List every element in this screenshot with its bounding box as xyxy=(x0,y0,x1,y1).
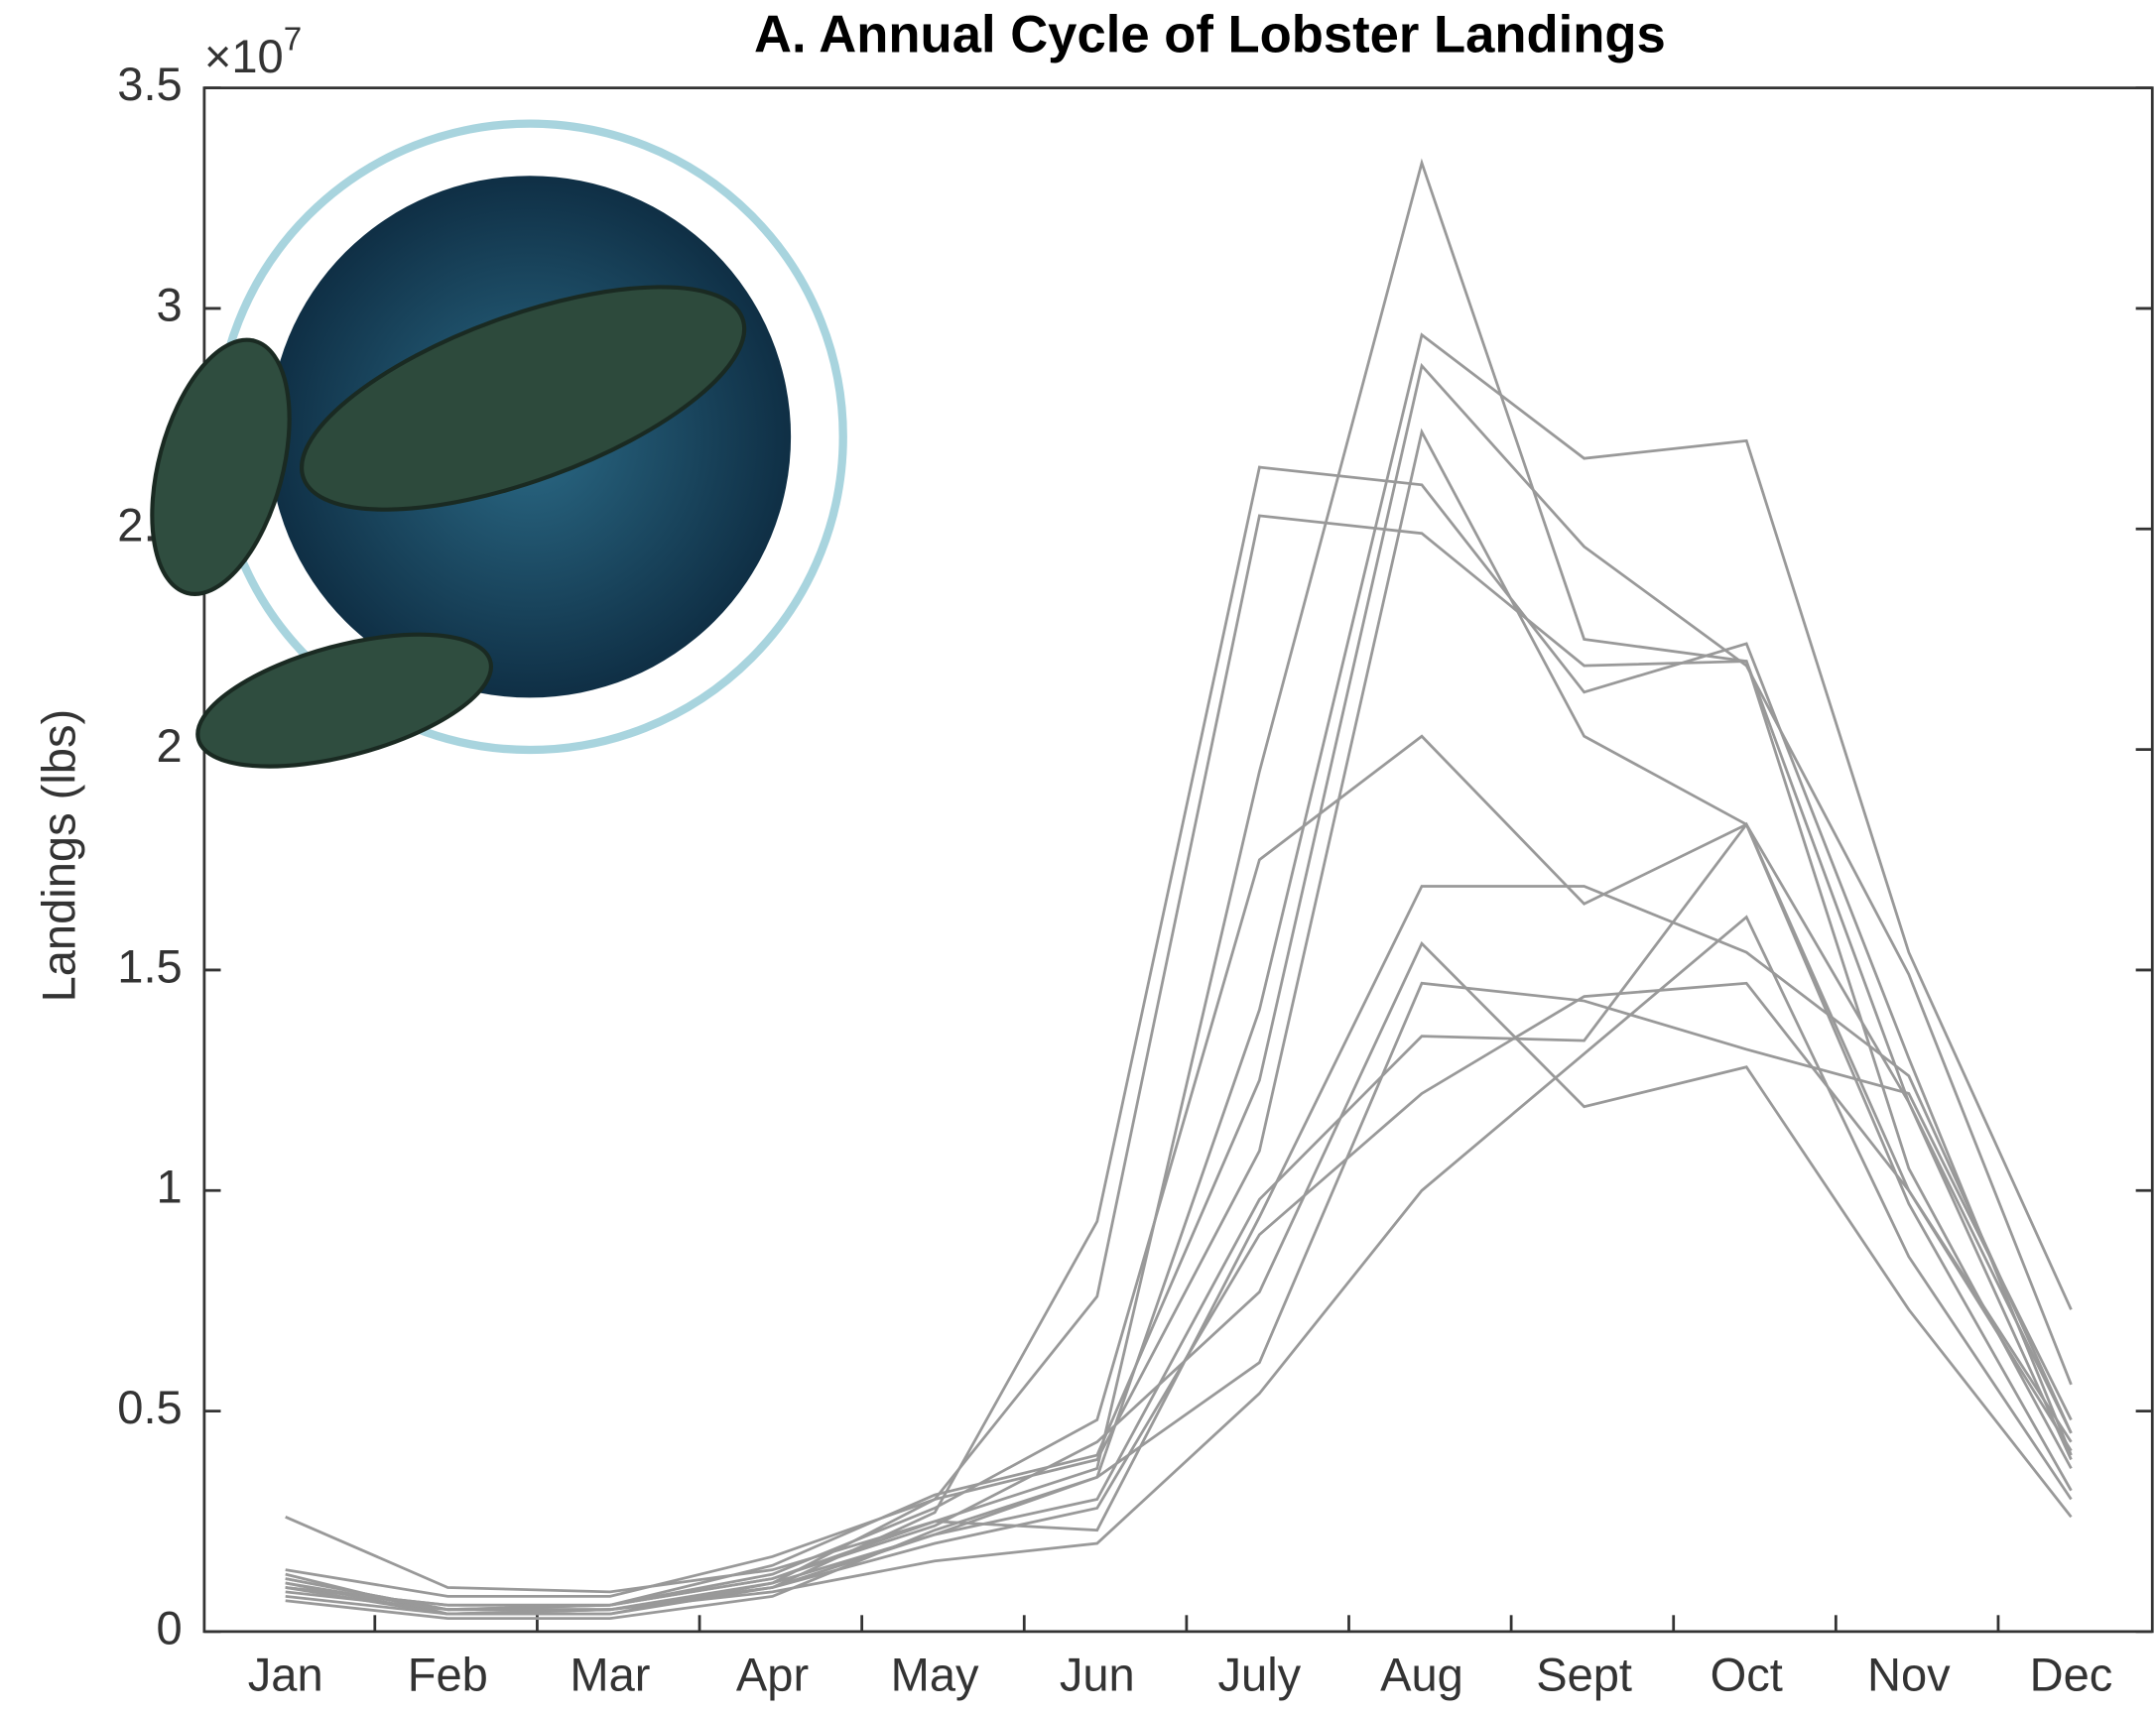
chart-title: A. Annual Cycle of Lobster Landings xyxy=(754,6,1666,64)
data-line xyxy=(285,915,2073,1612)
y-multiplier-power: 7 xyxy=(284,21,302,58)
y-tick-label: 0 xyxy=(157,1601,183,1653)
x-tick-label: Dec xyxy=(2030,1648,2113,1700)
data-line xyxy=(285,428,2073,1598)
y-multiplier: ×107 xyxy=(204,21,302,82)
x-tick-label: Jun xyxy=(1060,1648,1135,1700)
x-tick-label: Mar xyxy=(570,1648,650,1700)
lobster-illustration xyxy=(150,119,847,769)
data-line xyxy=(285,981,2073,1616)
y-tick-label: 2 xyxy=(157,719,183,772)
x-tick-label: Nov xyxy=(1867,1648,1951,1700)
lobster-claw xyxy=(150,337,292,596)
x-tick-label: Aug xyxy=(1380,1648,1463,1700)
x-tick-label: Sept xyxy=(1536,1648,1632,1700)
y-tick-label: 0.5 xyxy=(117,1381,182,1433)
x-tick-label: Oct xyxy=(1711,1648,1783,1700)
x-tick-label: July xyxy=(1218,1648,1302,1700)
y-tick-label: 1.5 xyxy=(117,939,182,992)
data-line xyxy=(285,332,2073,1620)
lobster-claw xyxy=(195,632,494,769)
x-tick-label: May xyxy=(891,1648,979,1700)
y-multiplier-base: ×10 xyxy=(204,30,284,82)
data-line xyxy=(285,885,2073,1594)
lobster-body xyxy=(300,285,747,512)
data-line xyxy=(285,734,2073,1612)
y-tick-label: 3.5 xyxy=(117,58,182,110)
x-tick-label: Feb xyxy=(408,1648,488,1700)
data-line xyxy=(285,821,2073,1616)
data-line xyxy=(285,940,2073,1612)
y-axis-label: Landings (lbs) xyxy=(33,709,85,1003)
x-tick-label: Apr xyxy=(736,1648,809,1700)
x-tick-label: Jan xyxy=(248,1648,323,1700)
data-line xyxy=(285,981,2073,1616)
y-tick-label: 3 xyxy=(157,278,183,330)
y-tick-label: 1 xyxy=(157,1161,183,1213)
